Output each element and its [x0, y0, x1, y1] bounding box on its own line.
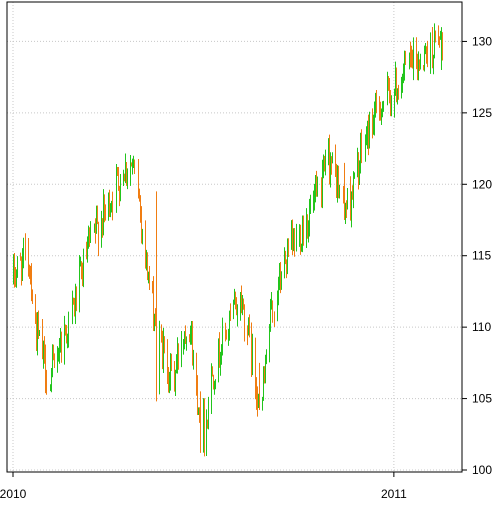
price-bars: [13, 23, 443, 457]
y-tick-label: 130: [472, 34, 492, 48]
y-tick-label: 115: [472, 249, 491, 263]
y-tick-label: 105: [472, 392, 492, 406]
y-tick-label: 100: [472, 463, 492, 477]
x-tick-label: 2010: [0, 487, 27, 500]
y-tick-label: 110: [472, 320, 491, 334]
y-tick-label: 125: [472, 106, 492, 120]
x-tick-label: 2011: [381, 487, 407, 500]
grid-lines: [7, 2, 462, 472]
y-tick-label: 120: [472, 177, 492, 191]
axes: 100 105 110 115 120 125 130 2010 2011: [0, 34, 492, 501]
plot-frame: [6, 1, 463, 473]
